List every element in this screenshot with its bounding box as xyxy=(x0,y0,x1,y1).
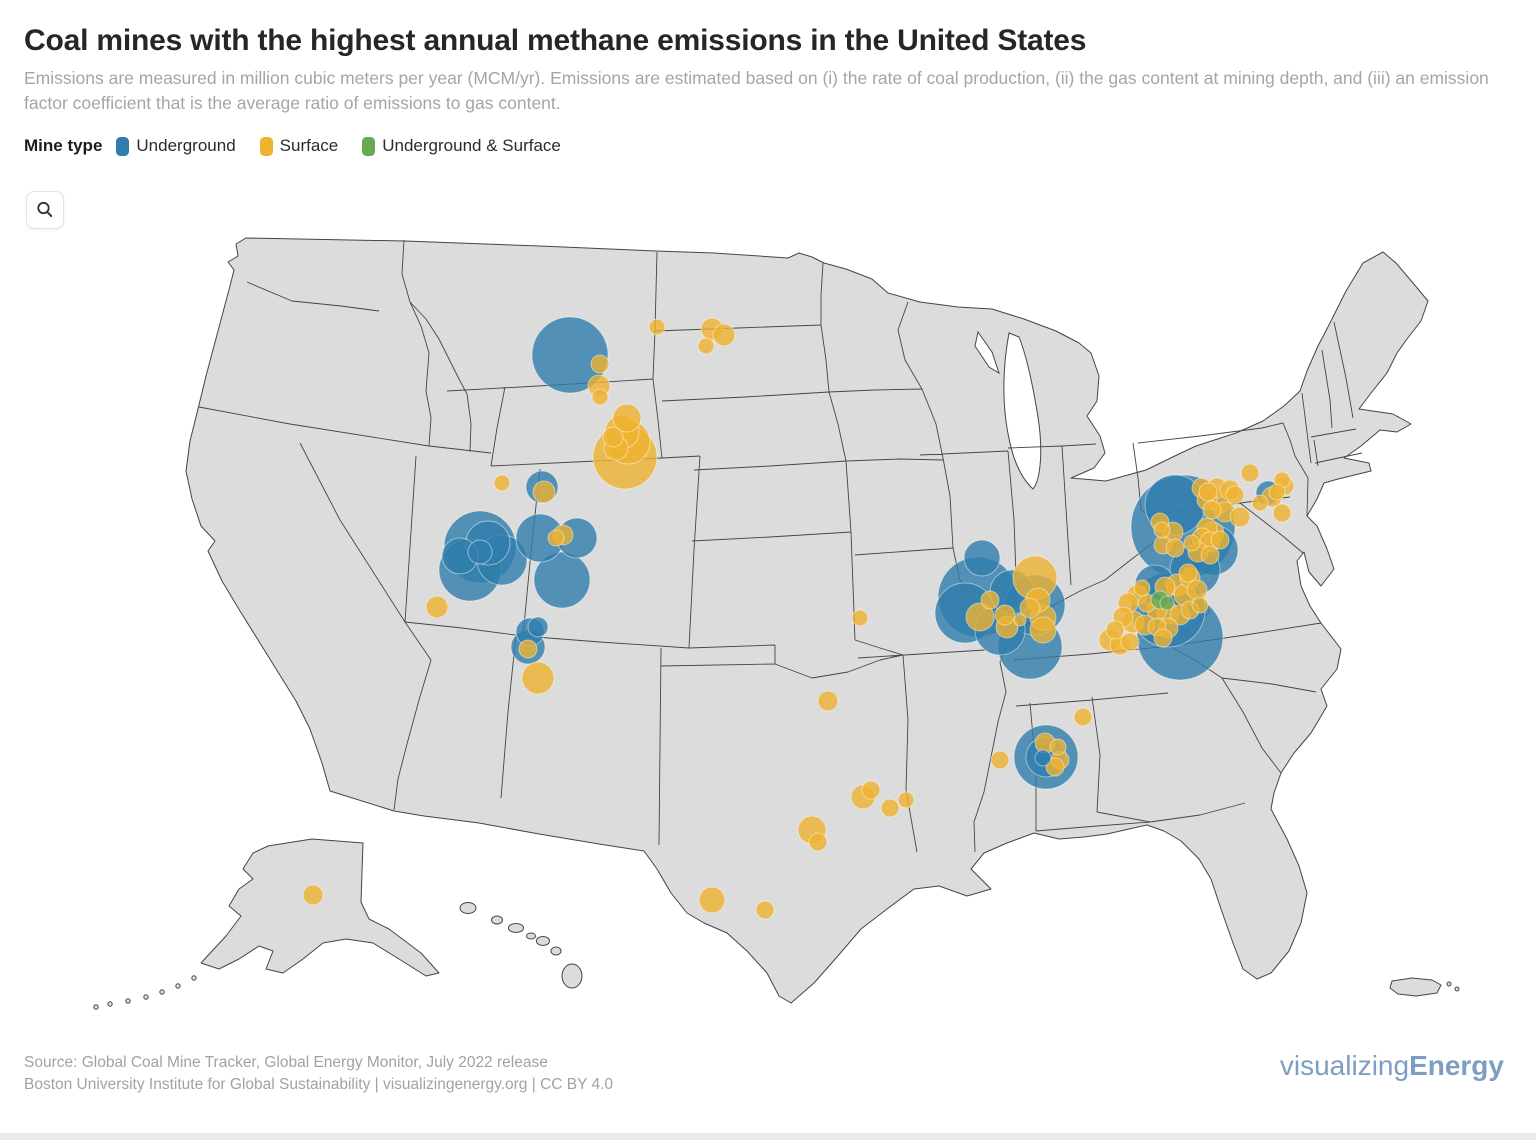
mine-bubble[interactable] xyxy=(425,595,449,619)
mine-bubble[interactable] xyxy=(533,551,591,609)
mine-bubble[interactable] xyxy=(531,316,609,394)
mine-bubble[interactable] xyxy=(1178,563,1198,583)
mine-bubble[interactable] xyxy=(980,590,1000,610)
mine-bubble[interactable] xyxy=(1268,483,1286,501)
legend-text-surface: Surface xyxy=(279,136,339,155)
mine-bubble[interactable] xyxy=(755,900,775,920)
mine-bubble[interactable] xyxy=(1183,534,1201,552)
mine-bubble[interactable] xyxy=(1165,538,1185,558)
mine-bubble[interactable] xyxy=(1225,485,1245,505)
bottom-strip xyxy=(0,1133,1536,1140)
mine-bubble[interactable] xyxy=(994,604,1016,626)
visualizing-energy-logo[interactable]: visualizingEnergy xyxy=(1280,1050,1504,1082)
mine-bubble[interactable] xyxy=(302,884,324,906)
mine-bubble[interactable] xyxy=(965,602,995,632)
mine-bubble[interactable] xyxy=(1049,738,1067,756)
zoom-button[interactable] xyxy=(26,191,64,229)
mine-bubble[interactable] xyxy=(590,354,610,374)
source-line-1: Source: Global Coal Mine Tracker, Global… xyxy=(24,1054,548,1071)
mine-bubble[interactable] xyxy=(1240,463,1260,483)
mine-bubble[interactable] xyxy=(1159,595,1175,611)
great-lakes xyxy=(974,330,1042,490)
mine-bubble[interactable] xyxy=(518,639,538,659)
mine-bubble[interactable] xyxy=(1202,500,1222,520)
mine-bubble[interactable] xyxy=(547,529,565,547)
mine-bubble[interactable] xyxy=(1200,545,1220,565)
mine-bubble[interactable] xyxy=(591,388,609,406)
mine-bubble[interactable] xyxy=(648,318,666,336)
legend-item-underground-surface: Underground & Surface xyxy=(362,136,561,156)
legend-item-underground: Underground xyxy=(116,136,236,156)
mine-bubble[interactable] xyxy=(1198,482,1218,502)
mine-bubble[interactable] xyxy=(861,780,881,800)
brand-bold: Energy xyxy=(1409,1050,1504,1081)
mine-bubble[interactable] xyxy=(897,791,915,809)
legend-swatch-underground xyxy=(116,136,130,156)
mine-bubble[interactable] xyxy=(527,616,549,638)
mine-bubble[interactable] xyxy=(1045,757,1065,777)
mine-bubble[interactable] xyxy=(467,539,493,565)
mine-bubble[interactable] xyxy=(963,539,1001,577)
mine-bubble[interactable] xyxy=(1186,579,1208,601)
mine-bubble[interactable] xyxy=(1251,494,1269,512)
mine-bubble[interactable] xyxy=(1133,579,1151,597)
legend-text-underground-surface: Underground & Surface xyxy=(382,136,561,155)
mine-type-legend: Mine type Underground Surface Underground … xyxy=(24,136,575,156)
mine-bubbles[interactable] xyxy=(302,316,1295,920)
mine-bubble[interactable] xyxy=(712,323,736,347)
mine-bubble[interactable] xyxy=(817,690,839,712)
mine-bubble[interactable] xyxy=(697,337,715,355)
mine-bubble[interactable] xyxy=(1153,628,1173,648)
mine-bubble[interactable] xyxy=(1019,597,1041,619)
brand-normal: visualizing xyxy=(1279,1050,1410,1081)
mine-bubble[interactable] xyxy=(493,474,511,492)
mine-bubble[interactable] xyxy=(880,798,900,818)
mine-bubble[interactable] xyxy=(808,832,828,852)
mine-bubble[interactable] xyxy=(1272,503,1292,523)
mine-bubble[interactable] xyxy=(1034,749,1052,767)
mine-bubble[interactable] xyxy=(1191,596,1209,614)
legend-swatch-underground-surface xyxy=(362,136,376,156)
mine-bubble[interactable] xyxy=(602,426,624,448)
mine-bubble[interactable] xyxy=(1013,613,1027,627)
mine-bubble[interactable] xyxy=(521,661,555,695)
source-line-2[interactable]: Boston University Institute for Global S… xyxy=(24,1076,614,1094)
footer: Source: Global Coal Mine Tracker, Global… xyxy=(24,1052,613,1097)
mine-bubble[interactable] xyxy=(1210,530,1230,550)
legend-text-underground: Underground xyxy=(136,136,236,155)
mine-bubble[interactable] xyxy=(1105,620,1125,640)
legend-swatch-surface xyxy=(259,136,273,156)
mine-bubble[interactable] xyxy=(1029,616,1057,644)
magnifier-icon xyxy=(37,201,53,217)
mine-bubble[interactable] xyxy=(1229,506,1251,528)
header: Coal mines with the highest annual metha… xyxy=(24,24,1514,117)
mine-bubble[interactable] xyxy=(532,480,556,504)
mine-bubble[interactable] xyxy=(612,403,642,433)
page-subtitle: Emissions are measured in million cubic … xyxy=(24,68,1489,114)
map-land xyxy=(93,237,1460,1010)
mine-bubble[interactable] xyxy=(990,750,1010,770)
mine-bubble[interactable] xyxy=(1073,707,1093,727)
mine-bubble[interactable] xyxy=(1153,521,1171,539)
legend-label: Mine type xyxy=(24,136,103,155)
mine-bubble[interactable] xyxy=(851,609,869,627)
mine-bubble[interactable] xyxy=(1120,632,1140,652)
mine-bubble[interactable] xyxy=(698,886,726,914)
legend-item-surface: Surface xyxy=(259,136,339,156)
page-title: Coal mines with the highest annual metha… xyxy=(24,24,1087,57)
